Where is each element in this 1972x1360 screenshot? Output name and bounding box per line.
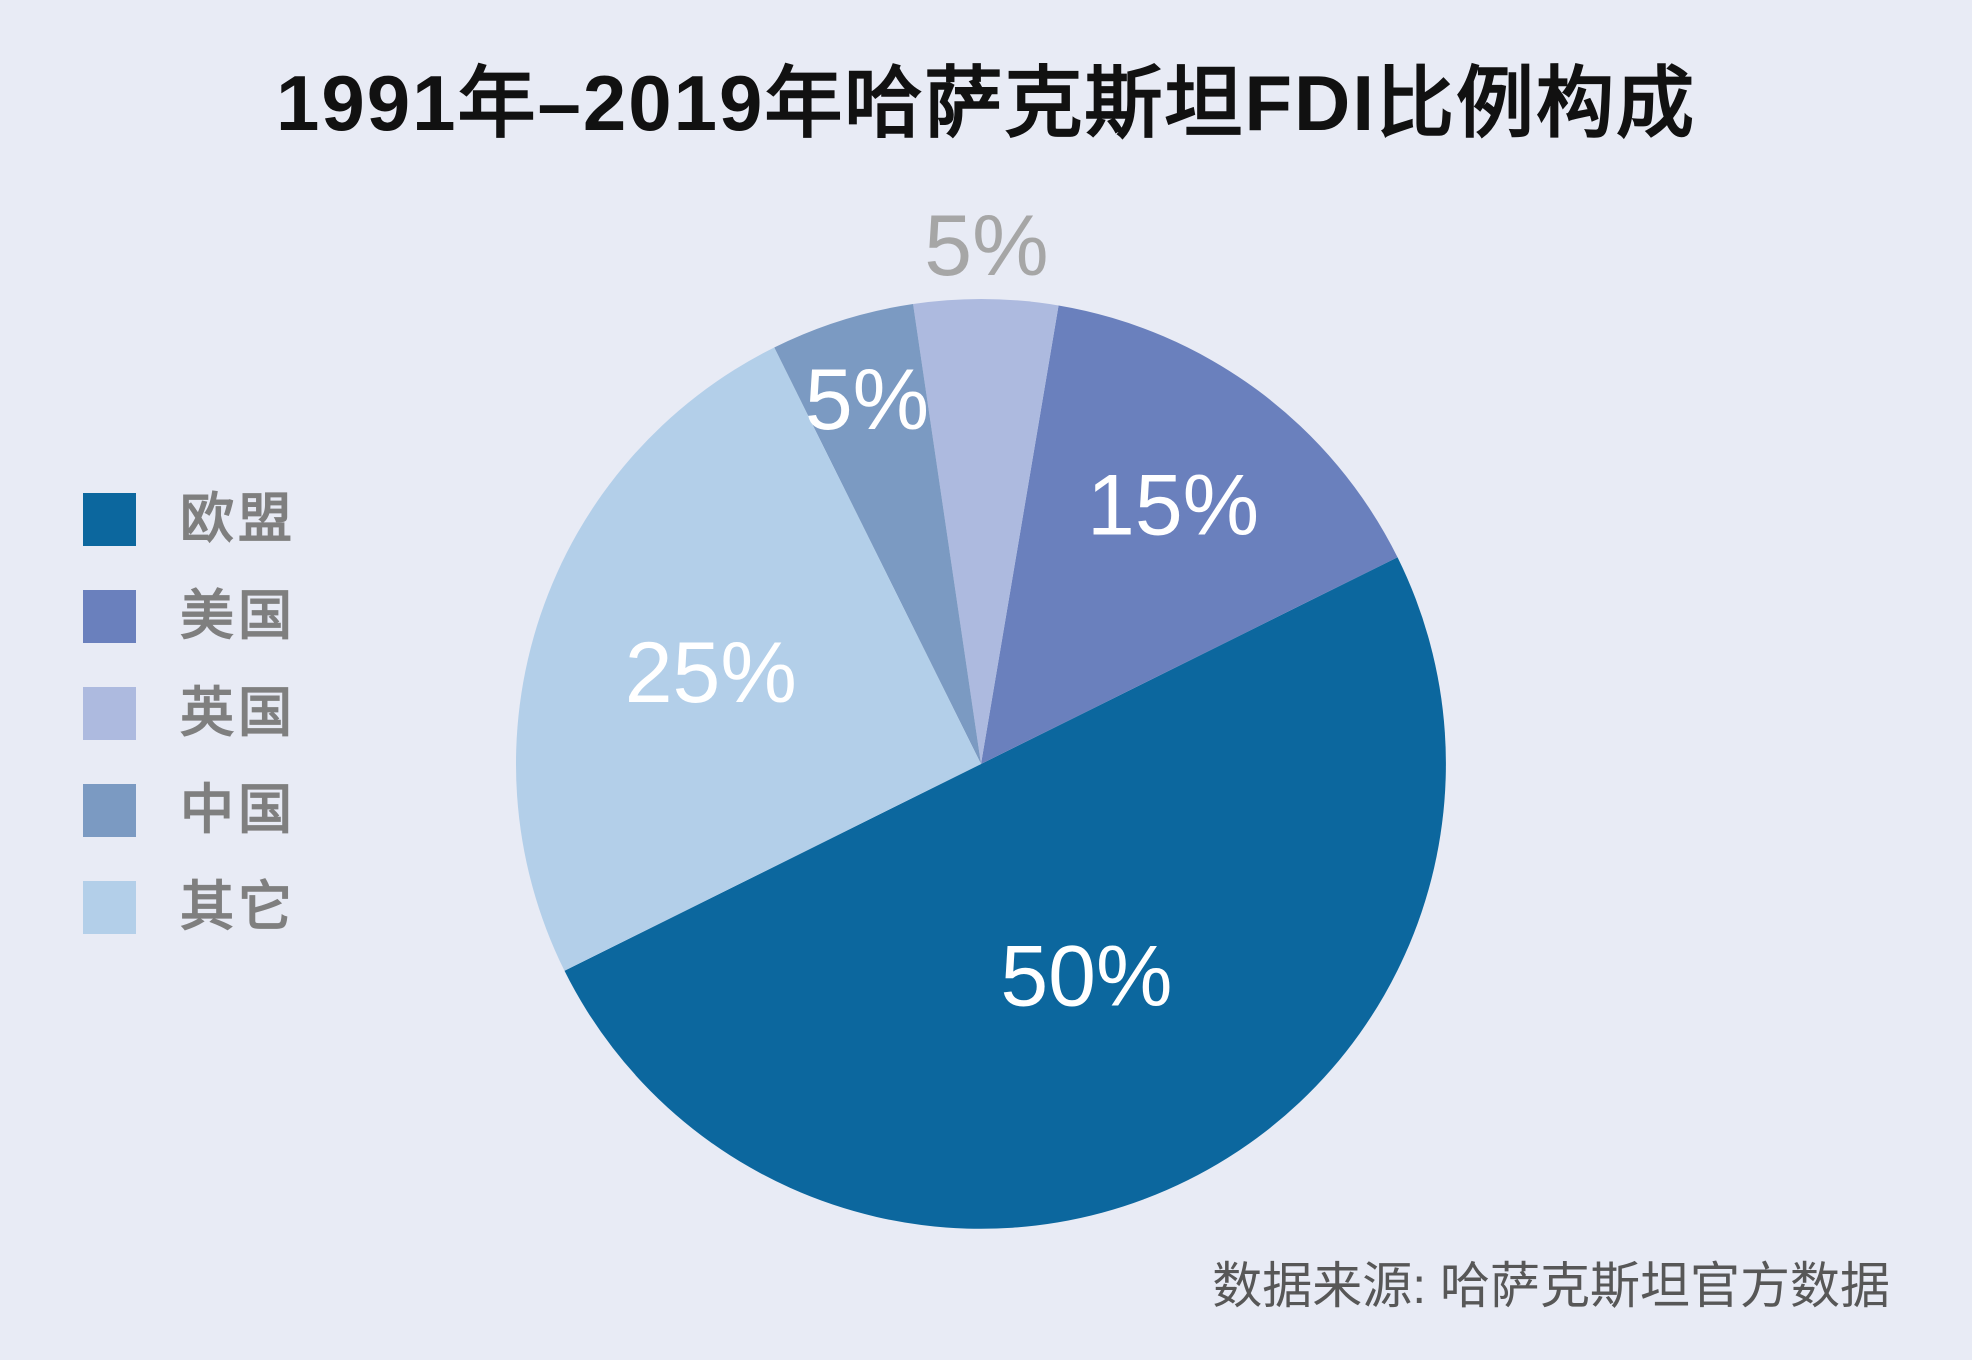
source-note: 数据来源: 哈萨克斯坦官方数据 — [1212, 1258, 1890, 1314]
pie-slices — [515, 298, 1446, 1229]
pie-data-labels: 50% 15% 5% 5% 25% — [625, 198, 1259, 1024]
legend-label-eu: 欧盟 — [180, 489, 296, 549]
legend-swatch-china — [83, 784, 136, 837]
legend-swatch-us — [83, 590, 136, 643]
data-label-china: 5% — [805, 352, 929, 448]
pie-slice-uk — [913, 298, 1059, 764]
legend-item-other: 其它 — [83, 877, 296, 937]
legend-item-china: 中国 — [83, 780, 296, 840]
data-label-eu: 50% — [1000, 928, 1172, 1024]
pie-slice-eu — [564, 557, 1446, 1229]
pie-slice-china — [774, 303, 981, 764]
legend-item-uk: 英国 — [83, 683, 296, 743]
pie-slice-us — [981, 305, 1398, 764]
legend-swatch-other — [83, 881, 136, 934]
legend-swatch-uk — [83, 687, 136, 740]
legend: 欧盟 美国 英国 中国 其它 — [83, 489, 296, 937]
data-label-other: 25% — [625, 625, 797, 721]
legend-label-us: 美国 — [180, 586, 296, 646]
legend-swatch-eu — [83, 493, 136, 546]
chart-title: 1991年–2019年哈萨克斯坦FDI比例构成 — [275, 59, 1697, 147]
legend-label-other: 其它 — [180, 877, 296, 937]
legend-label-china: 中国 — [180, 780, 296, 840]
legend-item-us: 美国 — [83, 586, 296, 646]
legend-label-uk: 英国 — [180, 683, 296, 743]
data-label-us: 15% — [1087, 457, 1259, 553]
pie-slice-other — [515, 347, 981, 971]
data-label-uk: 5% — [924, 198, 1048, 294]
legend-item-eu: 欧盟 — [83, 489, 296, 549]
